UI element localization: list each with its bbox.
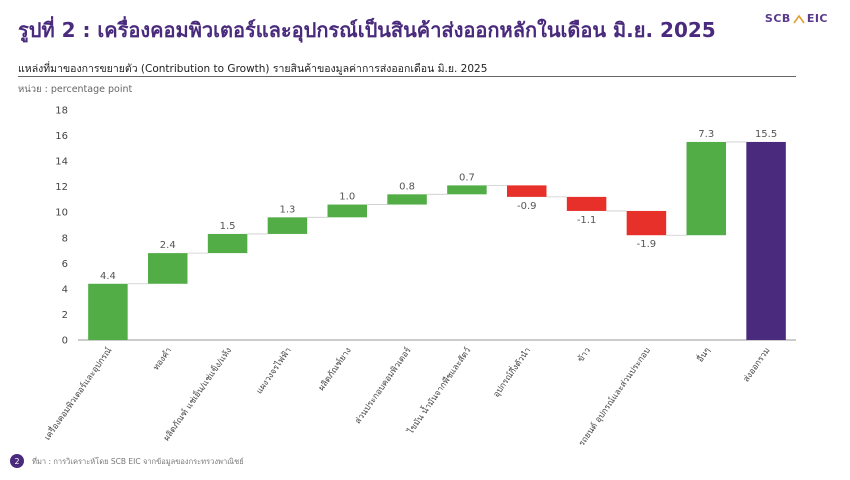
data-label: 2.4	[160, 240, 176, 251]
unit-label: หน่วย : percentage point	[18, 84, 133, 95]
bar	[88, 283, 128, 340]
x-tick-label: รถยนต์ อุปกรณ์และส่วนประกอบ	[576, 345, 653, 448]
data-label: 7.3	[698, 129, 714, 140]
bar	[387, 194, 427, 205]
logo-suffix: EIC	[806, 12, 828, 25]
logo-text: SCB	[764, 12, 791, 25]
bar	[626, 210, 667, 236]
x-tick-label: แผงวงจรไฟฟ้า	[254, 345, 294, 396]
x-tick-label: ส่งออกรวม	[742, 346, 773, 384]
source-note: ที่มา : การวิเคราะห์โดย SCB EIC จากข้อมู…	[32, 457, 244, 466]
bar	[447, 185, 487, 195]
x-tick-label: ไขมัน น้ำมันจากพืชและสัตว์	[404, 345, 474, 437]
x-tick-label: ข้าว	[575, 345, 593, 364]
data-label: 1.0	[339, 192, 355, 203]
x-tick-label: อื่นๆ	[694, 345, 713, 365]
data-label: 0.7	[459, 172, 475, 183]
divider	[18, 76, 796, 77]
y-tick-label: 14	[55, 157, 68, 168]
x-tick-label: เครื่องคอมพิวเตอร์และอุปกรณ์	[41, 345, 114, 443]
y-tick-label: 0	[62, 336, 68, 347]
y-tick-label: 18	[55, 106, 68, 117]
x-tick-label: อุปกรณ์กึ่งตัวนำ	[490, 345, 533, 400]
data-label: 1.3	[279, 204, 295, 215]
bar	[566, 196, 607, 211]
y-tick-label: 12	[55, 182, 68, 193]
y-tick-label: 16	[55, 131, 68, 142]
data-label: 0.8	[399, 181, 415, 192]
bar	[327, 204, 367, 218]
bar	[746, 141, 786, 340]
bar	[686, 141, 726, 236]
bar	[507, 185, 547, 197]
x-tick-label: ทองคำ	[151, 346, 174, 372]
page-title: รูปที่ 2 : เครื่องคอมพิวเตอร์และอุปกรณ์เ…	[18, 18, 716, 42]
y-tick-label: 6	[62, 259, 68, 270]
y-tick-label: 2	[62, 310, 68, 321]
x-tick-label: ส่วนประกอบคอมพิวเตอร์	[352, 345, 413, 426]
y-tick-label: 8	[62, 233, 68, 244]
data-label: -1.9	[637, 239, 657, 250]
page-number: 2	[10, 454, 24, 468]
house-roof-icon	[793, 14, 805, 23]
brand-logo: SCB EIC	[765, 12, 828, 25]
chart-subtitle: แหล่งที่มาของการขยายตัว (Contribution to…	[18, 63, 488, 75]
data-label: -0.9	[517, 201, 537, 212]
x-tick-label: ผลิตภัณฑ์ยาง	[316, 345, 354, 392]
data-label: 1.5	[220, 221, 236, 232]
bar	[267, 217, 308, 234]
y-tick-label: 4	[62, 284, 68, 295]
data-label: 15.5	[755, 129, 777, 140]
bar	[148, 253, 188, 284]
data-label: 4.4	[100, 271, 116, 282]
y-tick-label: 10	[55, 208, 68, 219]
bar	[207, 233, 248, 254]
x-tick-label: ผลิตภัณฑ์ แช่เย็น/แช่แข็ง/แห้ง	[160, 345, 234, 443]
data-label: -1.1	[577, 215, 597, 226]
